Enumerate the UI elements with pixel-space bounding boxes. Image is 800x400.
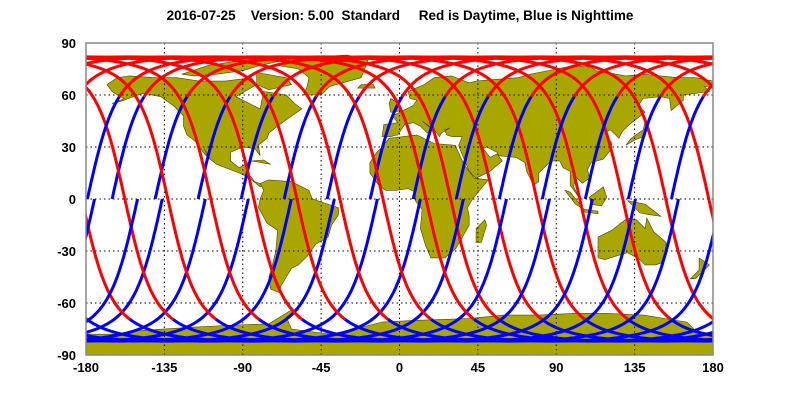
y-tick-label: -90 xyxy=(57,348,76,363)
daytime-track xyxy=(86,56,261,321)
x-tick-label: 180 xyxy=(702,360,724,375)
nighttime-track xyxy=(540,95,576,200)
nighttime-track xyxy=(86,198,207,341)
daytime-track xyxy=(771,57,800,320)
landmass-new-guinea xyxy=(626,200,662,217)
nighttime-track xyxy=(782,97,800,199)
nighttime-track xyxy=(129,198,422,343)
landmass-cuba xyxy=(251,159,271,165)
nighttime-track xyxy=(258,198,551,343)
title-date: 2016-07-25 xyxy=(166,8,236,23)
nighttime-track xyxy=(368,95,404,200)
y-tick-label: -60 xyxy=(57,296,76,311)
nighttime-track xyxy=(86,95,121,200)
nighttime-track xyxy=(86,198,250,343)
x-tick-label: 90 xyxy=(549,360,563,375)
nighttime-track xyxy=(172,198,465,343)
landmass-eurasia xyxy=(381,65,713,198)
nighttime-track xyxy=(387,198,680,343)
tracks-layer xyxy=(0,55,800,343)
landmass-arctic-islands xyxy=(181,56,292,77)
landmass-madagascar xyxy=(475,219,487,243)
grid-layer xyxy=(86,43,713,355)
x-tick-label: -180 xyxy=(73,360,99,375)
nighttime-track xyxy=(0,199,52,341)
daytime-track xyxy=(0,57,44,320)
y-tick-label: 30 xyxy=(62,140,76,155)
title-legend: Red is Daytime, Blue is Nighttime xyxy=(418,8,634,23)
nighttime-track xyxy=(86,198,336,343)
nighttime-track xyxy=(497,95,533,200)
nighttime-track xyxy=(325,95,361,200)
nighttime-track xyxy=(153,95,189,200)
daytime-track xyxy=(0,57,1,320)
plot-frame xyxy=(85,42,714,356)
nighttime-track xyxy=(86,198,293,343)
x-tick-label: -90 xyxy=(233,360,252,375)
x-tick-label: -45 xyxy=(312,360,331,375)
y-tick-label: -30 xyxy=(57,244,76,259)
nighttime-track xyxy=(712,198,713,199)
nighttime-track xyxy=(282,95,318,200)
y-tick-label: 60 xyxy=(62,88,76,103)
nighttime-track xyxy=(239,95,275,200)
nighttime-track xyxy=(714,199,800,341)
nighttime-track xyxy=(757,199,800,341)
nighttime-track xyxy=(86,198,379,343)
nighttime-track xyxy=(454,95,490,200)
nighttime-track xyxy=(541,318,713,343)
daytime-track xyxy=(746,57,800,320)
chart-title: 2016-07-25 Version: 5.00 Standard Red is… xyxy=(0,8,800,23)
nighttime-track xyxy=(473,318,713,343)
y-tick-label: 0 xyxy=(69,192,76,207)
x-tick-label: 45 xyxy=(471,360,485,375)
title-version: Version: 5.00 xyxy=(250,8,334,23)
daytime-track xyxy=(118,55,476,321)
x-tick-label: 0 xyxy=(396,360,403,375)
nighttime-track xyxy=(411,95,447,200)
y-axis-ticks: 90 60 30 0 -30 -60 -90 xyxy=(57,36,76,363)
title-mode: Standard xyxy=(341,8,401,23)
nighttime-track xyxy=(583,95,619,200)
nighttime-track xyxy=(430,229,713,343)
x-axis-ticks: -180 -135 -90 -45 0 45 90 135 180 xyxy=(73,360,724,375)
nighttime-track xyxy=(86,198,164,334)
nighttime-track xyxy=(344,198,637,343)
daytime-track xyxy=(86,62,218,321)
nighttime-track xyxy=(739,97,771,199)
nighttime-track xyxy=(626,95,662,200)
nighttime-track xyxy=(215,198,508,343)
daytime-track xyxy=(86,55,304,321)
nighttime-track xyxy=(86,198,96,243)
x-tick-label: 135 xyxy=(624,360,646,375)
daytime-track xyxy=(86,85,175,321)
nighttime-track xyxy=(670,318,713,338)
daytime-track xyxy=(702,82,713,98)
nighttime-track xyxy=(0,199,9,341)
x-tick-label: -135 xyxy=(151,360,177,375)
nighttime-track xyxy=(301,198,594,343)
nighttime-track xyxy=(110,95,146,200)
landmass-south-america xyxy=(258,179,339,294)
nighttime-track xyxy=(584,318,713,343)
daytime-track xyxy=(86,210,131,321)
nighttime-track xyxy=(86,198,140,324)
nighttime-track xyxy=(196,95,232,200)
nighttime-track xyxy=(669,95,705,200)
nighttime-track xyxy=(1,97,33,199)
y-tick-label: 90 xyxy=(62,36,76,51)
